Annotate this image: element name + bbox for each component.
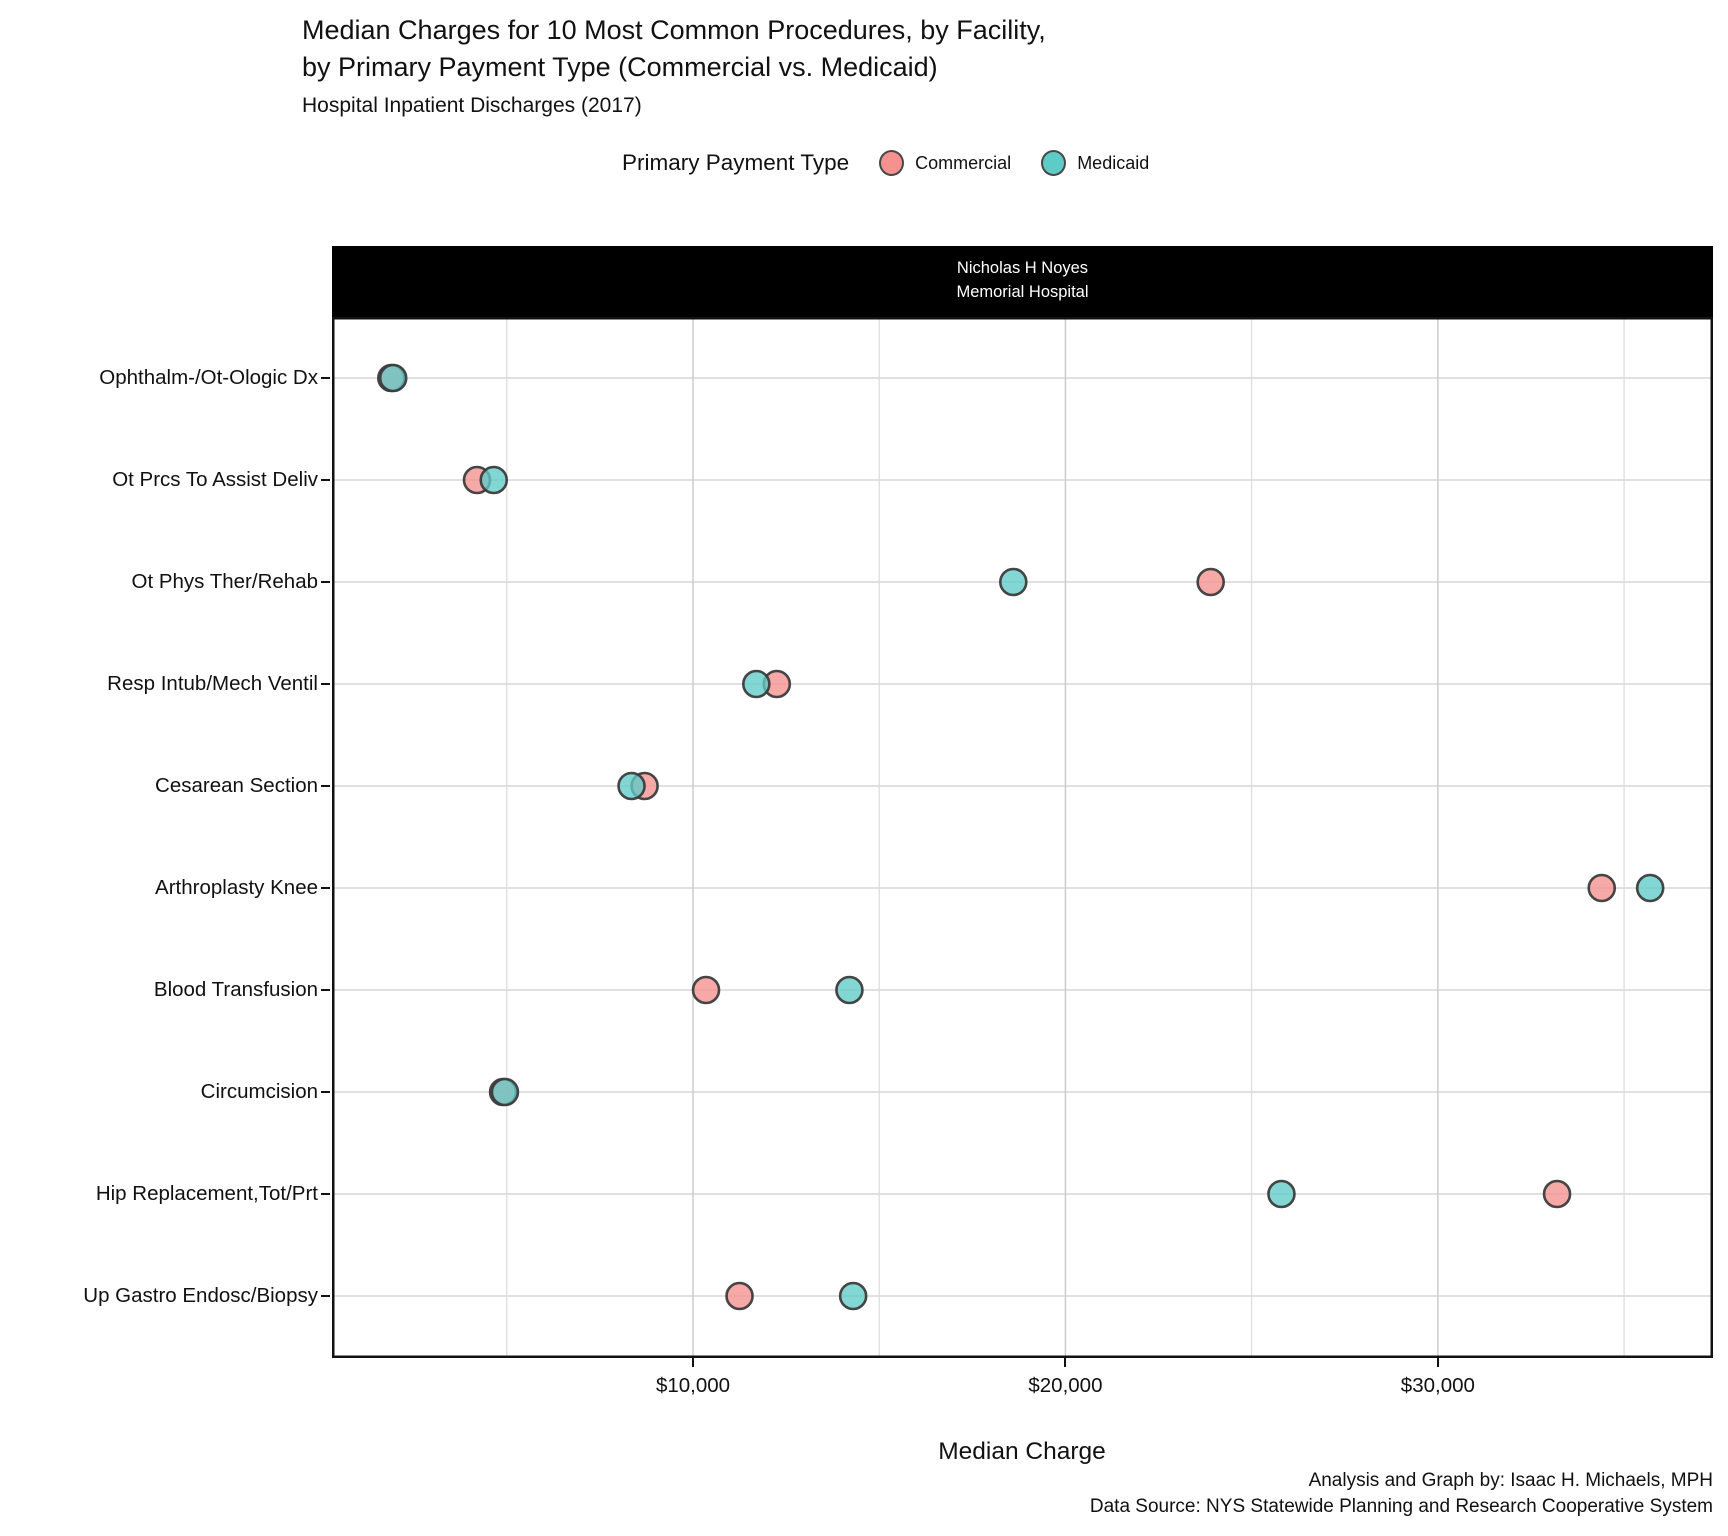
y-axis-tick — [321, 377, 330, 379]
data-point-medicaid — [1635, 873, 1665, 903]
legend-label-commercial: Commercial — [915, 152, 1012, 173]
y-axis-tick — [321, 581, 330, 583]
panel-border — [332, 317, 1713, 1358]
y-axis-label: Cesarean Section — [155, 774, 318, 797]
legend-item-medicaid: Medicaid — [1041, 150, 1149, 176]
medicaid-swatch-icon — [1041, 150, 1067, 176]
y-axis-tick — [321, 989, 330, 991]
data-point-medicaid — [998, 567, 1028, 597]
data-point-medicaid — [617, 771, 646, 801]
data-point-medicaid — [835, 975, 864, 1005]
y-axis-tick — [321, 1193, 330, 1195]
y-axis-label: Ot Prcs To Assist Deliv — [112, 468, 318, 491]
data-point-commercial — [1542, 1179, 1572, 1209]
y-axis-label: Resp Intub/Mech Ventil — [107, 672, 318, 695]
data-point-commercial — [725, 1281, 754, 1311]
data-point-commercial — [1196, 567, 1225, 597]
data-point-commercial — [691, 975, 721, 1005]
facet-strip-line2: Memorial Hospital — [956, 282, 1089, 301]
x-axis-tick — [692, 1358, 694, 1367]
y-axis-tick — [321, 1295, 330, 1297]
x-axis-tick-label: $10,000 — [655, 1374, 731, 1397]
x-axis-tick — [1064, 1358, 1067, 1367]
data-point-medicaid — [742, 669, 771, 699]
caption-line1: Analysis and Graph by: Isaac H. Michaels… — [1308, 1470, 1713, 1491]
legend-title: Primary Payment Type — [622, 150, 850, 175]
chart-title-line2: by Primary Payment Type (Commercial vs. … — [302, 52, 938, 82]
data-point-medicaid — [838, 1281, 868, 1311]
x-axis-title: Median Charge — [938, 1438, 1106, 1465]
y-axis-tick — [321, 785, 330, 787]
data-point-commercial — [1587, 873, 1617, 903]
chart-subtitle: Hospital Inpatient Discharges (2017) — [302, 94, 642, 117]
legend-item-commercial: Commercial — [879, 150, 1011, 176]
caption-line2: Data Source: NYS Statewide Planning and … — [1089, 1495, 1713, 1517]
chart-title: Median Charges for 10 Most Common Proced… — [302, 12, 1046, 86]
x-axis-tick — [1436, 1358, 1439, 1367]
y-axis-tick — [321, 887, 330, 889]
y-axis-label: Up Gastro Endosc/Biopsy — [83, 1284, 318, 1307]
y-axis-label: Ophthalm-/Ot-Ologic Dx — [99, 366, 318, 389]
y-axis-label: Blood Transfusion — [153, 978, 318, 1001]
legend-label-medicaid: Medicaid — [1077, 152, 1150, 173]
facet-strip-line1: Nicholas H Noyes — [956, 259, 1089, 277]
caption: Analysis and Graph by: Isaac H. Michaels… — [1090, 1468, 1713, 1519]
y-axis-label: Ot Phys Ther/Rehab — [131, 570, 319, 593]
y-axis-tick — [321, 683, 330, 685]
data-point-medicaid — [479, 465, 509, 495]
legend: Primary Payment Type Commercial Medicaid — [622, 144, 1149, 182]
data-point-medicaid — [378, 363, 408, 393]
plot-canvas — [332, 317, 1713, 1358]
y-axis-tick — [321, 479, 330, 481]
x-axis-tick-label: $20,000 — [1028, 1374, 1103, 1397]
facet-strip: Nicholas H Noyes Memorial Hospital — [332, 246, 1713, 317]
y-axis-label: Hip Replacement,Tot/Prt — [95, 1182, 318, 1205]
chart-title-line1: Median Charges for 10 Most Common Proced… — [302, 15, 1046, 45]
commercial-swatch-icon — [879, 150, 905, 176]
data-point-medicaid — [490, 1077, 520, 1107]
y-axis-label: Arthroplasty Knee — [155, 876, 318, 899]
plot-panel — [332, 317, 1713, 1358]
y-axis-label: Circumcision — [200, 1080, 318, 1103]
x-axis-tick-label: $30,000 — [1400, 1374, 1475, 1397]
data-point-medicaid — [1267, 1179, 1296, 1209]
y-axis-tick — [321, 1091, 330, 1093]
